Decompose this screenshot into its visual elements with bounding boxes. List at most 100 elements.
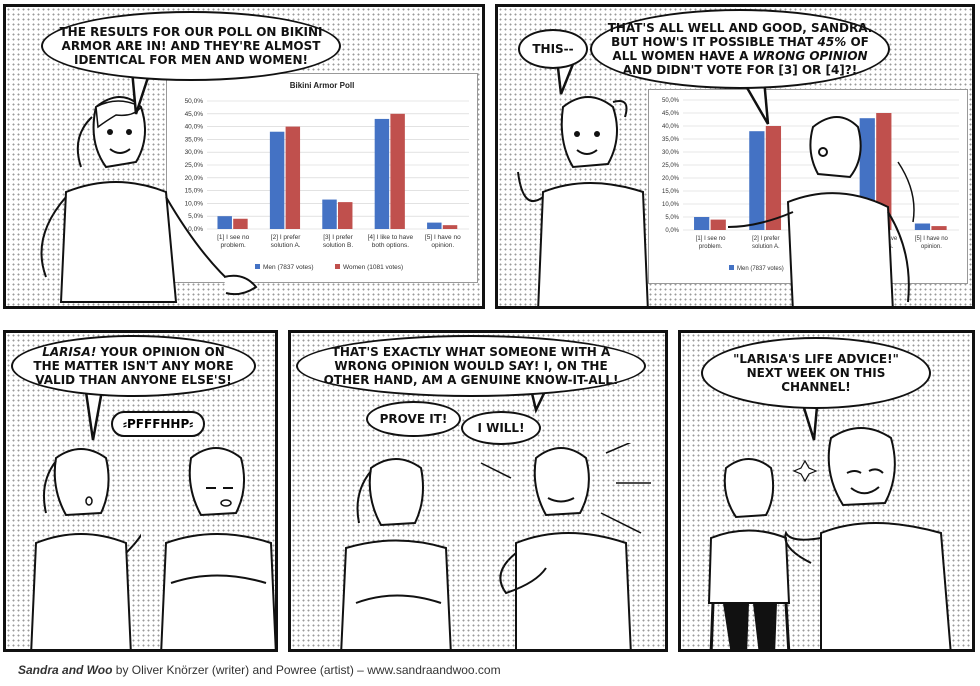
bar (765, 126, 782, 230)
bar (322, 199, 337, 229)
x-tick-label: problem. (221, 242, 246, 249)
y-tick-label: 15,0% (662, 189, 680, 195)
x-tick-label: solution B. (323, 242, 354, 249)
panel-2: 0,0% 5,0% 10,0% 15,0% 20,0% 25,0% 30,0% 35,0% 40… (495, 4, 975, 309)
bar (694, 217, 710, 230)
speech-percent: 45% (817, 35, 847, 49)
x-tick-label: both options. (372, 242, 409, 249)
bar (914, 223, 931, 230)
bar (217, 216, 232, 229)
x-tick-label: [3] I prefer (323, 234, 353, 241)
speech-bubble: Larisa! Your opinion on the matter isn't… (11, 335, 256, 397)
speech-emphasis: wrong opinion (752, 49, 868, 63)
y-tick-label: 45,0% (185, 111, 204, 118)
y-tick-label: 35,0% (185, 136, 204, 143)
speech-text: That's exactly what someone with a wrong… (323, 345, 619, 387)
y-tick-label: 5,0% (665, 215, 679, 221)
bar (269, 131, 285, 229)
larisa-figure (160, 447, 275, 649)
speech-text: "Larisa's Life Advice!" Next week on thi… (733, 352, 899, 394)
panel-5: "Larisa's Life Advice!" Next week on thi… (678, 330, 975, 652)
legend-swatch (729, 265, 734, 270)
x-tick-label: [2] I prefer (752, 236, 779, 242)
legend-label: Men (7837 votes) (737, 266, 784, 272)
y-tick-label: 25,0% (662, 163, 680, 169)
legend-swatch (255, 264, 260, 269)
bar (442, 225, 458, 229)
bar (285, 126, 301, 229)
bar-chart: Bikini Armor Poll 0,0% 5,0% 10,0% 15,0% 20,0… (166, 73, 478, 283)
sandra-figure (40, 96, 258, 303)
sandra-figure (30, 448, 141, 649)
legend-swatch (335, 264, 340, 269)
bar (338, 202, 353, 229)
legend-label: Men (7837 votes) (263, 264, 314, 271)
speech-rest: Your opinion on the matter isn't any mor… (33, 345, 234, 387)
bar (374, 118, 390, 229)
y-tick-label: 10,0% (185, 200, 204, 207)
sound-effect: ⸗PFFFHHP⸗ (111, 411, 206, 437)
y-tick-label: 20,0% (662, 176, 680, 182)
speech-part: of all women have a (612, 35, 869, 63)
y-tick-label: 35,0% (662, 137, 680, 143)
bubble-tail (83, 385, 105, 441)
speech-part: and didn't vote for [3] or [4]?! (622, 63, 858, 77)
panel-4: That's exactly what someone with a wrong… (288, 330, 668, 652)
x-tick-label: opinion. (431, 242, 454, 249)
y-tick-label: 40,0% (662, 124, 680, 130)
comic-title: Sandra and Woo (18, 663, 113, 677)
x-tick-label: solution A. (752, 244, 780, 250)
bar (233, 218, 248, 229)
speech-bubble-prove: Prove it! (366, 401, 461, 437)
y-tick-label: 10,0% (662, 202, 680, 208)
speech-bubble-left: This-- (518, 29, 588, 69)
speech-bubble-will: I will! (461, 411, 541, 445)
y-tick-label: 50,0% (185, 98, 204, 105)
y-tick-label: 20,0% (185, 175, 204, 182)
speech-bubble: The results for our poll on bikini armor… (41, 11, 341, 81)
x-tick-label: [2] I prefer (271, 234, 301, 241)
larisa-figure (727, 116, 915, 306)
y-tick-label: 0,0% (188, 226, 203, 233)
y-tick-label: 25,0% (185, 162, 204, 169)
speech-text-main: That's all well and good, Sandra. But ho… (606, 21, 874, 77)
y-tick-label: 5,0% (188, 213, 203, 220)
x-tick-label: opinion. (921, 244, 942, 250)
bubble-tail-main (740, 79, 770, 125)
x-tick-label: [5] I have no (425, 234, 461, 241)
speech-bubble-main: That's all well and good, Sandra. But ho… (590, 9, 890, 89)
y-tick-label: 15,0% (185, 188, 204, 195)
speech-text: Larisa! Your opinion on the matter isn't… (27, 345, 240, 387)
y-tick-label: 0,0% (665, 228, 679, 234)
sandra-figure (707, 458, 791, 649)
chart-svg: Bikini Armor Poll 0,0% 5,0% 10,0% 15,0% 20,0… (185, 81, 469, 271)
speech-bubble: "Larisa's Life Advice!" Next week on thi… (701, 337, 931, 409)
credit-text: by Oliver Knörzer (writer) and Powree (a… (112, 663, 501, 677)
bar (749, 131, 765, 230)
bar (710, 219, 726, 230)
sound-effect-text: PFFFHHP (127, 417, 190, 431)
speech-part: That's all well and good, Sandra. But ho… (607, 21, 873, 49)
y-tick-label: 40,0% (185, 124, 204, 131)
y-tick-label: 30,0% (662, 150, 680, 156)
x-tick-label: [4] I like to have (368, 234, 414, 241)
y-tick-label: 50,0% (662, 98, 680, 104)
bar (931, 226, 947, 230)
x-tick-label: problem. (699, 244, 723, 250)
larisa-figure (784, 427, 952, 649)
bar (390, 113, 405, 229)
credit-line: Sandra and Woo by Oliver Knörzer (writer… (18, 663, 501, 677)
legend-label: Women (1081 votes) (343, 264, 403, 271)
speech-text-prove: Prove it! (379, 412, 448, 426)
bar (876, 113, 892, 230)
y-tick-label: 45,0% (662, 111, 680, 117)
speech-bubble: That's exactly what someone with a wrong… (296, 335, 646, 397)
x-tick-label: solution A. (271, 242, 301, 249)
speech-text-will: I will! (477, 421, 525, 435)
x-tick-label: [5] I have no (915, 236, 949, 242)
speech-name: Larisa! (42, 345, 97, 359)
speech-text-left: This-- (532, 42, 574, 56)
panel-3: Larisa! Your opinion on the matter isn't… (3, 330, 278, 652)
x-tick-label: [1] I see no (217, 234, 250, 241)
sandra-figure (517, 96, 649, 306)
